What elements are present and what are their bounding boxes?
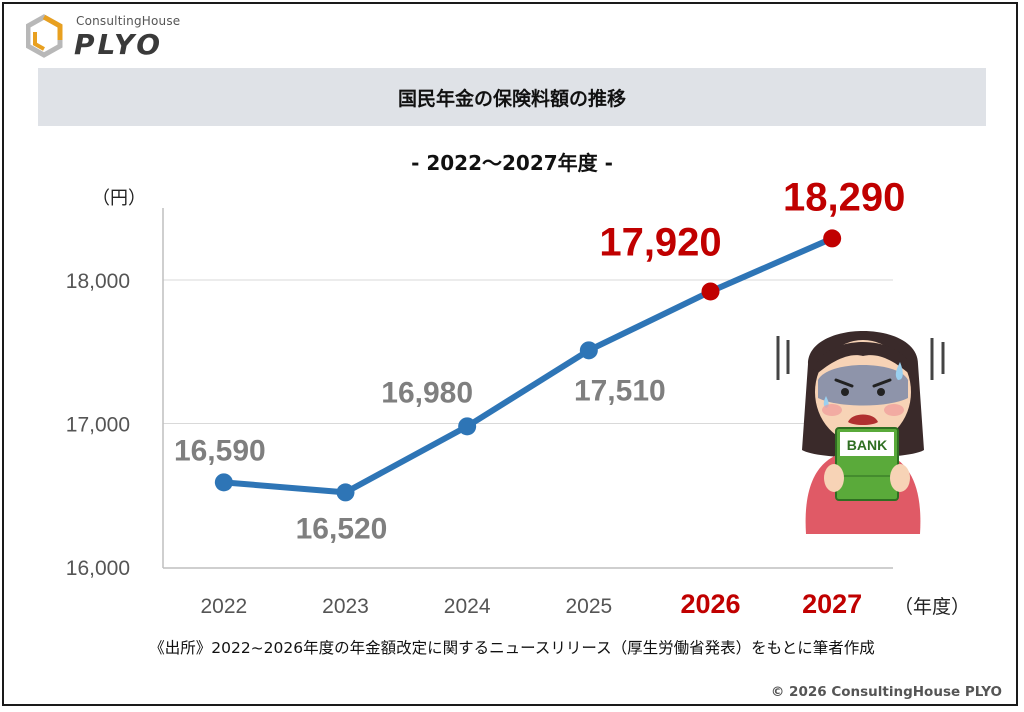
brand-name: PLYO <box>74 28 164 61</box>
data-label: 16,520 <box>296 512 388 545</box>
title-bar: 国民年金の保険料額の推移 <box>38 68 986 126</box>
x-tick-label: 2022 <box>200 595 247 618</box>
bankbook-label: BANK <box>847 437 887 453</box>
copyright-text: © 2026 ConsultingHouse PLYO <box>770 684 1002 700</box>
x-tick-label: 2023 <box>322 595 369 618</box>
brand-logo: ConsultingHouse PLYO <box>26 14 206 61</box>
data-label: 17,510 <box>574 374 666 407</box>
data-label: 16,590 <box>174 434 266 467</box>
x-tick-label: 2027 <box>802 589 862 619</box>
data-label: 18,290 <box>783 175 905 219</box>
y-tick-label: 18,000 <box>66 270 130 293</box>
x-tick-label: 2024 <box>444 595 491 618</box>
y-axis-unit: （円） <box>92 188 146 209</box>
worried-woman-illustration: BANK <box>776 331 945 534</box>
y-tick-label: 16,000 <box>66 557 130 580</box>
y-tick-label: 17,000 <box>66 414 130 437</box>
x-tick-label: 2025 <box>565 595 612 618</box>
source-note: 《出所》2022~2026年度の年金額改定に関するニュースリリース（厚生労働省発… <box>149 639 875 657</box>
data-label: 17,920 <box>599 220 721 264</box>
data-point <box>823 229 842 248</box>
data-point <box>458 417 477 436</box>
data-label: 16,980 <box>381 376 473 409</box>
chart-subtitle: - 2022～2027年度 - <box>411 151 613 175</box>
x-axis-unit: （年度） <box>894 596 971 618</box>
data-point <box>579 341 598 360</box>
data-point <box>336 483 355 502</box>
data-point <box>701 282 720 301</box>
series-line <box>223 235 834 496</box>
chart-title: 国民年金の保険料額の推移 <box>397 87 626 110</box>
brand-small-text: ConsultingHouse <box>76 14 181 28</box>
hexagon-logo-icon <box>26 14 63 58</box>
data-point <box>214 473 233 492</box>
x-tick-label: 2026 <box>680 589 740 619</box>
